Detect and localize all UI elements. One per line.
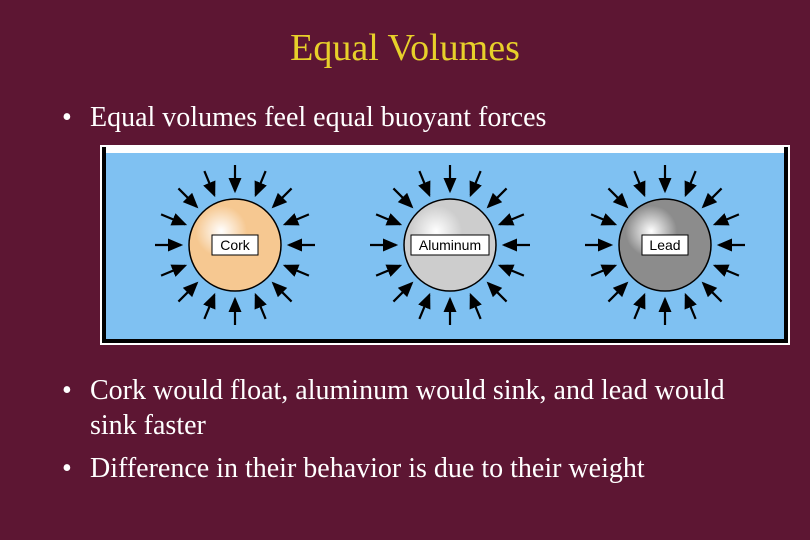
bullet-list-top: Equal volumes feel equal buoyant forces xyxy=(40,100,770,135)
svg-text:Lead: Lead xyxy=(649,237,680,253)
svg-text:Aluminum: Aluminum xyxy=(419,237,481,253)
slide-title: Equal Volumes xyxy=(40,26,770,70)
diagram-container: Cork Aluminum Lead xyxy=(100,145,770,345)
bullet-list-bottom: Cork would float, aluminum would sink, a… xyxy=(40,373,770,486)
svg-text:Cork: Cork xyxy=(220,237,251,253)
bullet-item: Equal volumes feel equal buoyant forces xyxy=(62,100,770,135)
slide: Equal Volumes Equal volumes feel equal b… xyxy=(0,0,810,540)
bullet-item: Difference in their behavior is due to t… xyxy=(62,451,770,486)
buoyancy-diagram: Cork Aluminum Lead xyxy=(100,145,790,345)
bullet-item: Cork would float, aluminum would sink, a… xyxy=(62,373,770,443)
